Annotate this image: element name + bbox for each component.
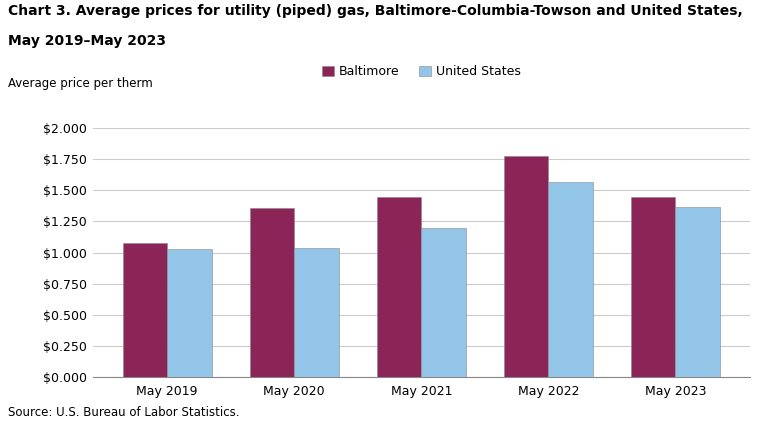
Bar <box>676 207 720 377</box>
Bar <box>631 197 676 377</box>
Legend: Baltimore, United States: Baltimore, United States <box>322 65 521 78</box>
Bar <box>295 247 339 377</box>
Bar <box>376 197 421 377</box>
Text: May 2019–May 2023: May 2019–May 2023 <box>8 34 165 48</box>
Text: Average price per therm: Average price per therm <box>8 77 152 90</box>
Bar <box>250 208 295 377</box>
Bar <box>548 182 593 377</box>
Bar <box>421 228 466 377</box>
Text: Chart 3. Average prices for utility (piped) gas, Baltimore-Columbia-Towson and U: Chart 3. Average prices for utility (pip… <box>8 4 743 18</box>
Bar <box>123 243 167 377</box>
Bar <box>167 249 212 377</box>
Text: Source: U.S. Bureau of Labor Statistics.: Source: U.S. Bureau of Labor Statistics. <box>8 407 239 419</box>
Bar <box>504 156 548 377</box>
